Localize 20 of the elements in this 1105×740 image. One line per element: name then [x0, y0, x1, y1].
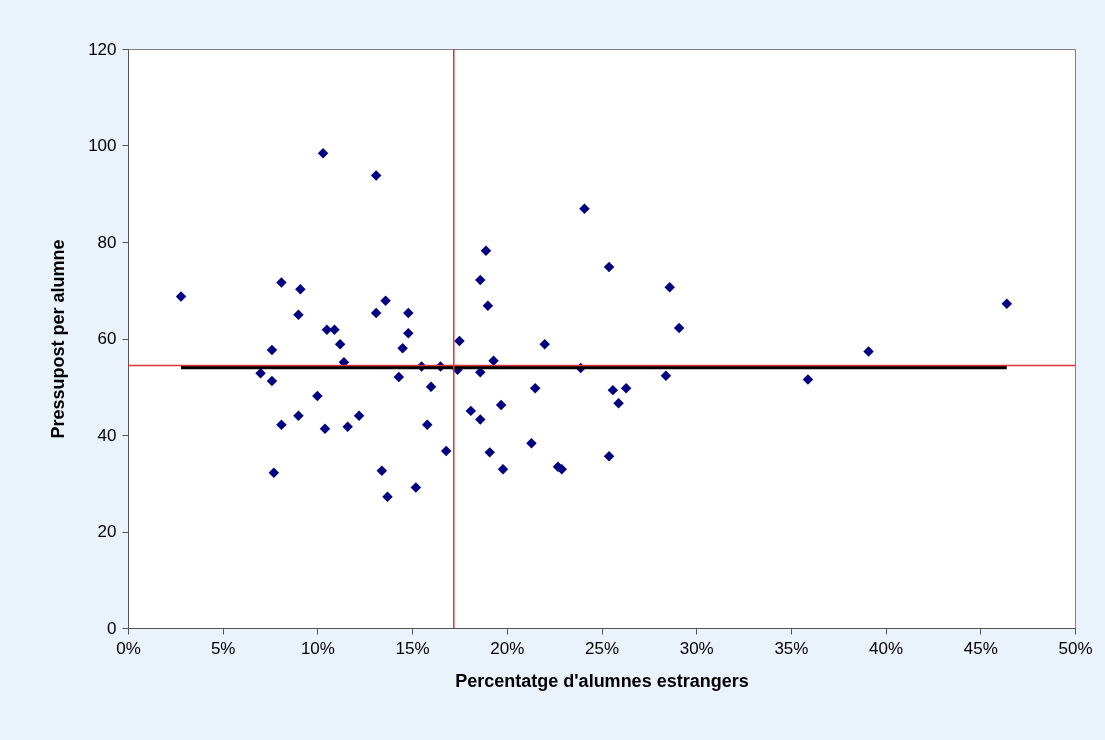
y-tick-label: 80: [97, 232, 117, 252]
y-tick-label: 100: [88, 136, 117, 155]
x-axis-title: Percentatge d'alumnes estrangers: [455, 670, 749, 691]
y-tick-label: 0: [107, 618, 117, 638]
y-tick-label: 60: [97, 329, 117, 348]
y-axis-title: Pressupost per alumne: [48, 239, 69, 439]
x-tick-label: 0%: [116, 638, 141, 658]
x-tick-label: 25%: [584, 638, 620, 658]
x-tick-label: 40%: [869, 638, 904, 658]
x-tick-label: 15%: [395, 638, 430, 658]
x-tick-label: 5%: [210, 638, 236, 658]
x-tick-label: 45%: [963, 638, 998, 658]
y-tick-label: 40: [97, 425, 117, 445]
x-tick-label: 30%: [679, 638, 714, 658]
y-tick-label: 120: [88, 39, 117, 59]
y-tick-label: 20: [97, 522, 117, 541]
x-tick-label: 35%: [774, 638, 809, 658]
x-tick-label: 20%: [490, 638, 525, 658]
x-tick-label: 10%: [300, 638, 335, 658]
x-tick-label: 50%: [1058, 638, 1093, 658]
